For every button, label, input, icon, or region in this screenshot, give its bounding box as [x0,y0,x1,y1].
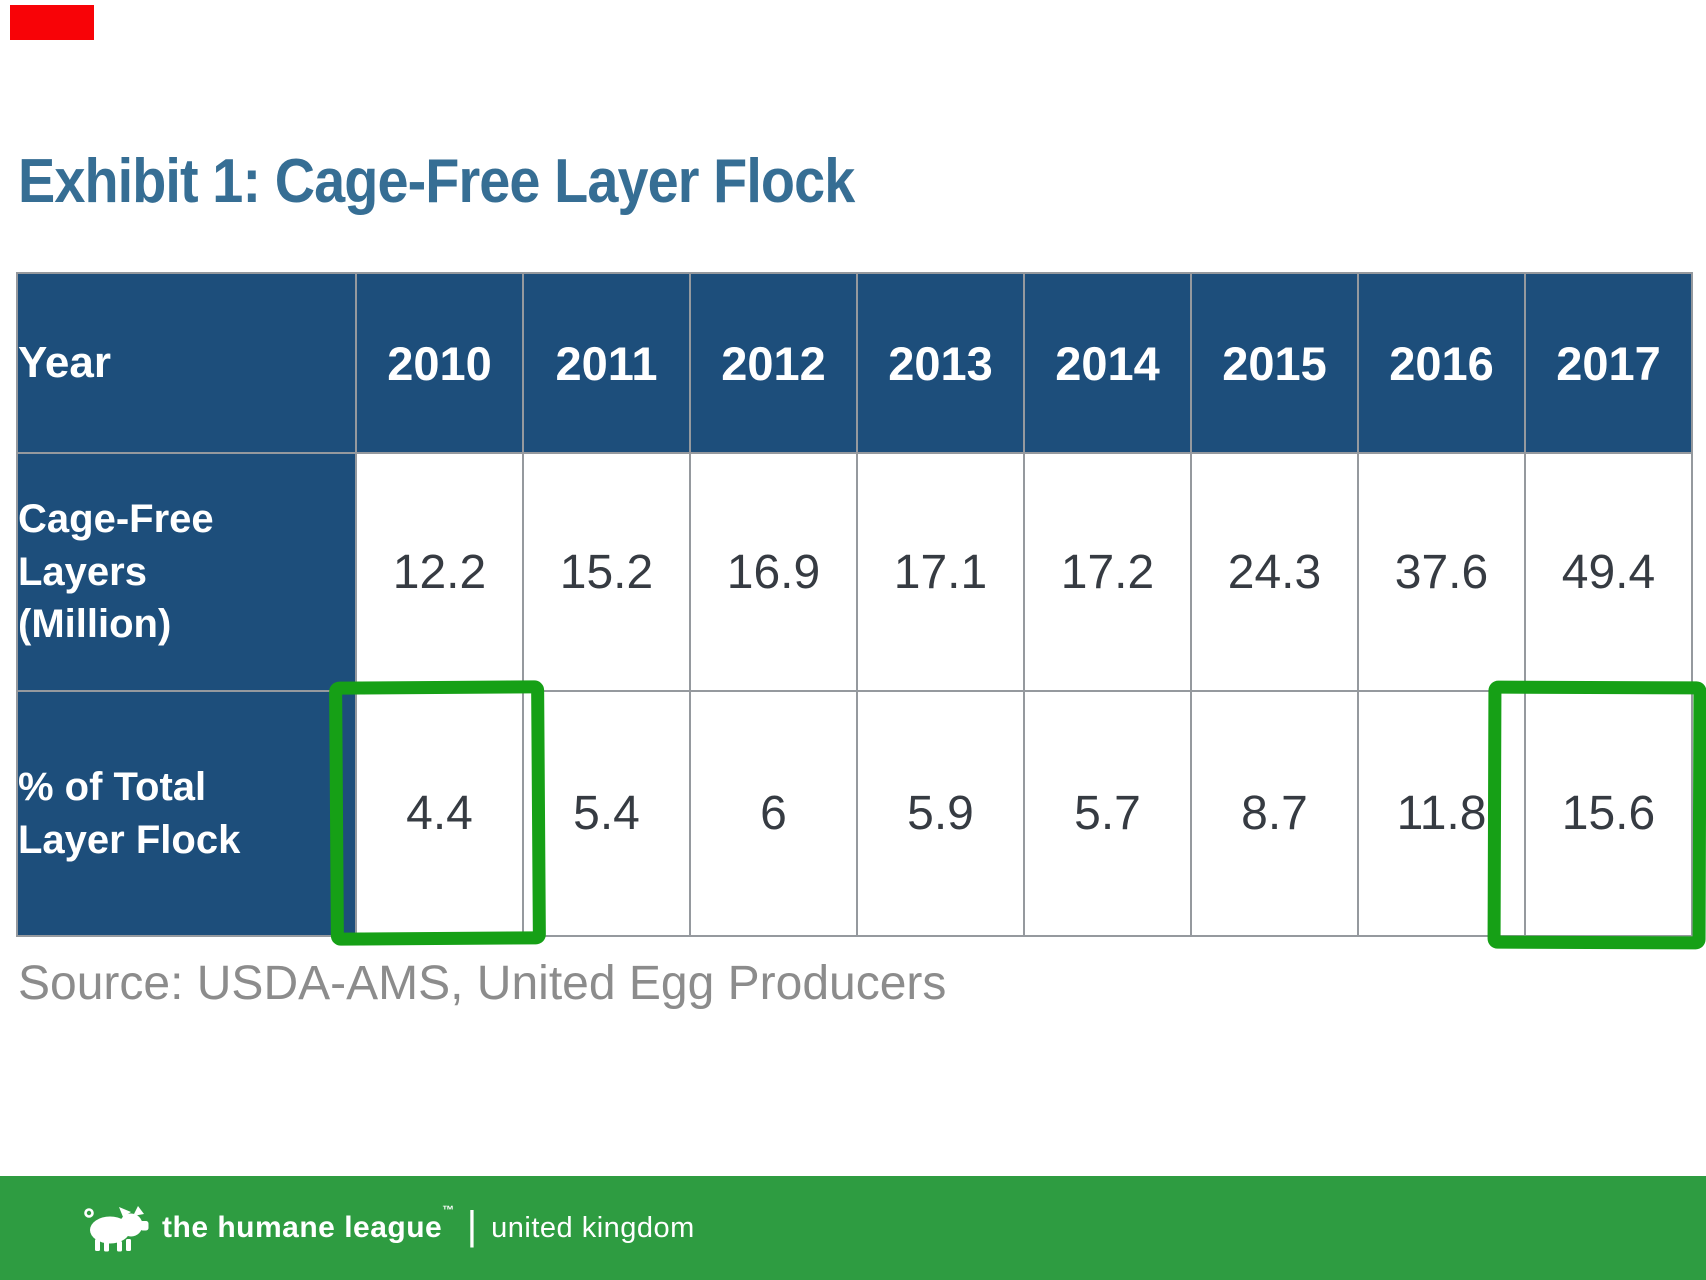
row-label: Cage-Free Layers (Million) [18,496,214,647]
year-header-cell: 2012 [689,272,858,454]
footer-region: united kingdom [491,1211,695,1244]
trademark-symbol: ™ [442,1203,455,1217]
value-cell: 37.6 [1357,452,1526,692]
year-header-cell: 2013 [856,272,1025,454]
value-cell: 5.9 [856,690,1025,937]
red-corner-mark [10,5,94,40]
value-cell: 4.4 [355,690,524,937]
footer-divider: | [466,1203,478,1248]
value-cell: 15.2 [522,452,691,692]
value-cell: 5.7 [1023,690,1192,937]
value-cell: 49.4 [1524,452,1693,692]
value-cell: 17.2 [1023,452,1192,692]
page-title: Exhibit 1: Cage-Free Layer Flock [18,147,855,216]
value-cell: 17.1 [856,452,1025,692]
highlight-box-2017-value [1487,680,1706,950]
value-cell: 24.3 [1190,452,1359,692]
cage-free-layer-flock-table: Year 2010 2011 2012 2013 2014 2015 2016 … [16,272,1693,937]
year-header-cell: 2017 [1524,272,1693,454]
value-cell: 8.7 [1190,690,1359,937]
value-cell: 16.9 [689,452,858,692]
value-cell: 6 [689,690,858,937]
value-cell: 11.8 [1357,690,1526,937]
percent-total-row: % of Total Layer Flock 4.4 5.4 6 5.9 5.7… [16,690,1693,937]
year-header-cell: 2010 [355,272,524,454]
value-cell: 12.2 [355,452,524,692]
year-header-cell: 2015 [1190,272,1359,454]
year-header-cell: 2014 [1023,272,1192,454]
row-label: % of Total Layer Flock [18,764,241,862]
header-row: Year 2010 2011 2012 2013 2014 2015 2016 … [16,272,1693,454]
year-row-label: Year [16,272,357,454]
source-note: Source: USDA-AMS, United Egg Producers [18,957,947,1010]
year-header-cell: 2016 [1357,272,1526,454]
footer-bar: the humane league™ | united kingdom [0,1176,1706,1280]
value-cell: 15.6 [1524,690,1693,937]
brand-text: the humane league [162,1211,443,1244]
footer-brand-name: the humane league™ [162,1203,455,1245]
row-label-cell: Cage-Free Layers (Million) [16,452,357,692]
row-label-cell: % of Total Layer Flock [16,690,357,937]
year-header-cell: 2011 [522,272,691,454]
cage-free-layers-row: Cage-Free Layers (Million) 12.2 15.2 16.… [16,452,1693,692]
value-cell: 5.4 [522,690,691,937]
pig-logo-icon [84,1206,149,1252]
highlight-box-2010-value [329,680,546,946]
